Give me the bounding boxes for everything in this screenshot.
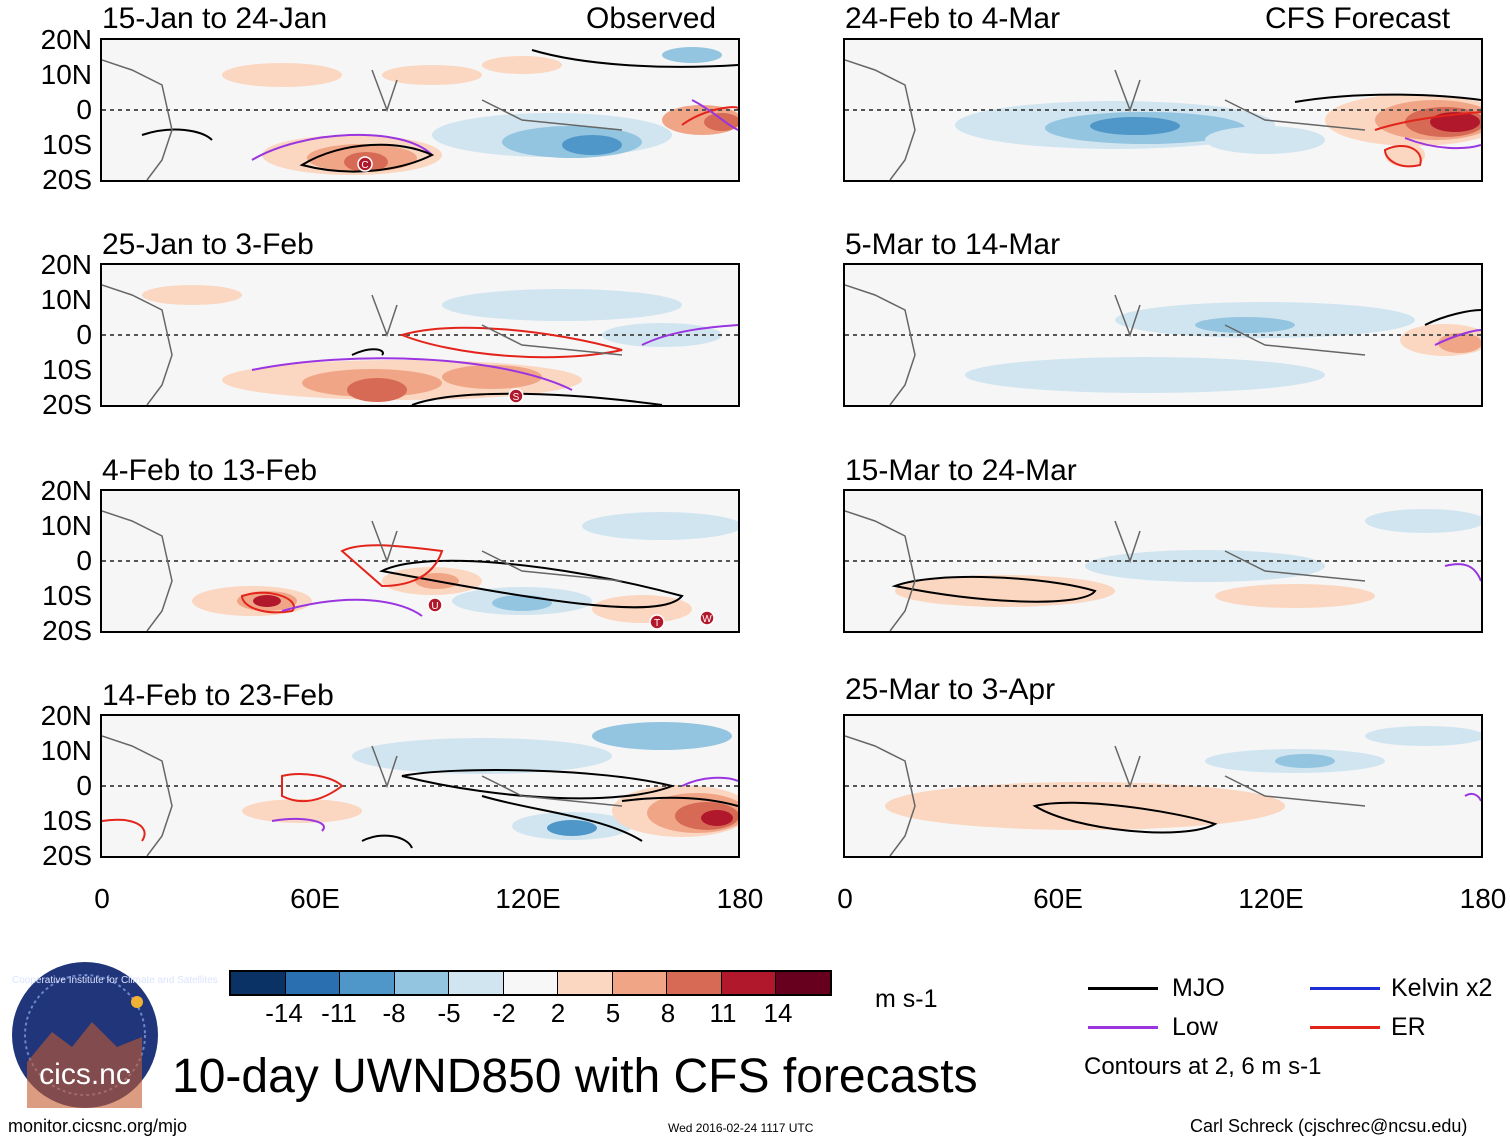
lat-label: 0 <box>76 770 92 801</box>
main-title: 10-day UWND850 with CFS forecasts <box>172 1050 978 1103</box>
colorbar-label: -5 <box>437 998 461 1028</box>
lat-label: 10S <box>42 129 92 160</box>
lat-label: 20S <box>42 164 92 195</box>
lon-label: 0 <box>94 883 110 914</box>
colorbar-bin <box>393 972 449 994</box>
panel-7-title: 14-Feb to 23-Feb <box>102 679 334 712</box>
lat-label: 20N <box>40 24 92 55</box>
colorbar-units: m s-1 <box>875 985 938 1013</box>
footer-timestamp: Wed 2016-02-24 1117 UTC <box>668 1121 814 1135</box>
lat-label: 20N <box>40 249 92 280</box>
cyclone-marker: W <box>702 614 712 625</box>
map-panel-4 <box>843 263 1483 407</box>
map-panel-1: C <box>100 38 740 182</box>
map-panel-6 <box>843 489 1483 633</box>
colorbar-label: 14 <box>763 998 793 1028</box>
panel-8-title: 25-Mar to 3-Apr <box>845 673 1056 706</box>
colorbar <box>229 970 832 996</box>
colorbar-label: 5 <box>605 998 621 1028</box>
colorbar-label: 2 <box>550 998 566 1028</box>
cyclone-marker: T <box>654 618 660 629</box>
colorbar-bin <box>611 972 667 994</box>
map-panel-8 <box>843 714 1483 858</box>
lat-label: 20S <box>42 389 92 420</box>
colorbar-bin <box>557 972 612 994</box>
lat-label: 10S <box>42 805 92 836</box>
colorbar-bin <box>775 972 831 994</box>
panel-2-title: 24-Feb to 4-Mar <box>845 2 1061 35</box>
lat-label: 10N <box>40 510 92 541</box>
lon-label: 60E <box>1033 883 1083 914</box>
legend-label: MJO <box>1172 974 1225 1002</box>
map-panel-5: U T W <box>100 489 740 633</box>
colorbar-bin <box>720 972 776 994</box>
legend-line-er <box>1310 1026 1380 1029</box>
lat-label: 0 <box>76 545 92 576</box>
colorbar-bin <box>231 972 285 994</box>
logo-text: cics.nc <box>39 1058 131 1091</box>
lon-label: 120E <box>495 883 561 914</box>
footer-credit: Carl Schreck (cjschrec@ncsu.edu) <box>1190 1116 1468 1136</box>
lon-label: 0 <box>837 883 853 914</box>
panel-6-title: 15-Mar to 24-Mar <box>845 454 1077 487</box>
colorbar-label: -2 <box>492 998 516 1028</box>
colorbar-label: -14 <box>265 998 303 1028</box>
cyclone-marker: C <box>361 160 368 171</box>
legend-line-low <box>1088 1026 1158 1029</box>
contours-note: Contours at 2, 6 m s-1 <box>1084 1053 1322 1080</box>
legend-line-mjo <box>1088 987 1158 990</box>
lon-label: 180 <box>1459 883 1507 914</box>
colorbar-label: 11 <box>709 998 737 1028</box>
lat-label: 10N <box>40 735 92 766</box>
colorbar-bin <box>502 972 558 994</box>
lat-label: 20N <box>40 475 92 506</box>
lat-label: 10N <box>40 284 92 315</box>
panel-1-tag: Observed <box>586 2 717 35</box>
legend-label: ER <box>1391 1013 1426 1041</box>
map-panel-3: S <box>100 263 740 407</box>
lon-label: 60E <box>290 883 340 914</box>
panel-1-title: 15-Jan to 24-Jan <box>102 2 328 35</box>
lat-label: 20N <box>40 700 92 731</box>
lat-label: 0 <box>76 319 92 350</box>
cics-logo: Cooperative Institute for Climate and Sa… <box>12 962 218 1108</box>
lon-label: 120E <box>1238 883 1304 914</box>
lat-label: 20S <box>42 840 92 871</box>
panel-5-title: 4-Feb to 13-Feb <box>102 454 318 487</box>
cyclone-marker: S <box>513 392 520 403</box>
lat-label: 10S <box>42 354 92 385</box>
colorbar-label: -11 <box>321 998 357 1028</box>
colorbar-bin <box>666 972 721 994</box>
lon-label: 180 <box>716 883 764 914</box>
panel-3-title: 25-Jan to 3-Feb <box>102 228 314 261</box>
panel-2-tag: CFS Forecast <box>1265 2 1451 35</box>
cyclone-marker: U <box>431 601 438 612</box>
footer-url: monitor.cicsnc.org/mjo <box>8 1116 188 1136</box>
panel-4-title: 5-Mar to 14-Mar <box>845 228 1061 261</box>
map-panel-2 <box>843 38 1483 182</box>
colorbar-bin <box>284 972 340 994</box>
colorbar-label: 8 <box>660 998 676 1028</box>
lat-label: 10N <box>40 59 92 90</box>
colorbar-label: -8 <box>382 998 406 1028</box>
lat-label: 0 <box>76 94 92 125</box>
legend-label: Kelvin x2 <box>1391 974 1493 1002</box>
map-panel-7 <box>100 714 740 858</box>
logo-ring-text: Cooperative Institute for Climate and Sa… <box>12 975 218 986</box>
legend-line-kelvin <box>1310 987 1380 990</box>
lat-label: 20S <box>42 615 92 646</box>
colorbar-bin <box>448 972 503 994</box>
legend-label: Low <box>1172 1013 1218 1041</box>
colorbar-bin <box>339 972 394 994</box>
lat-label: 10S <box>42 580 92 611</box>
